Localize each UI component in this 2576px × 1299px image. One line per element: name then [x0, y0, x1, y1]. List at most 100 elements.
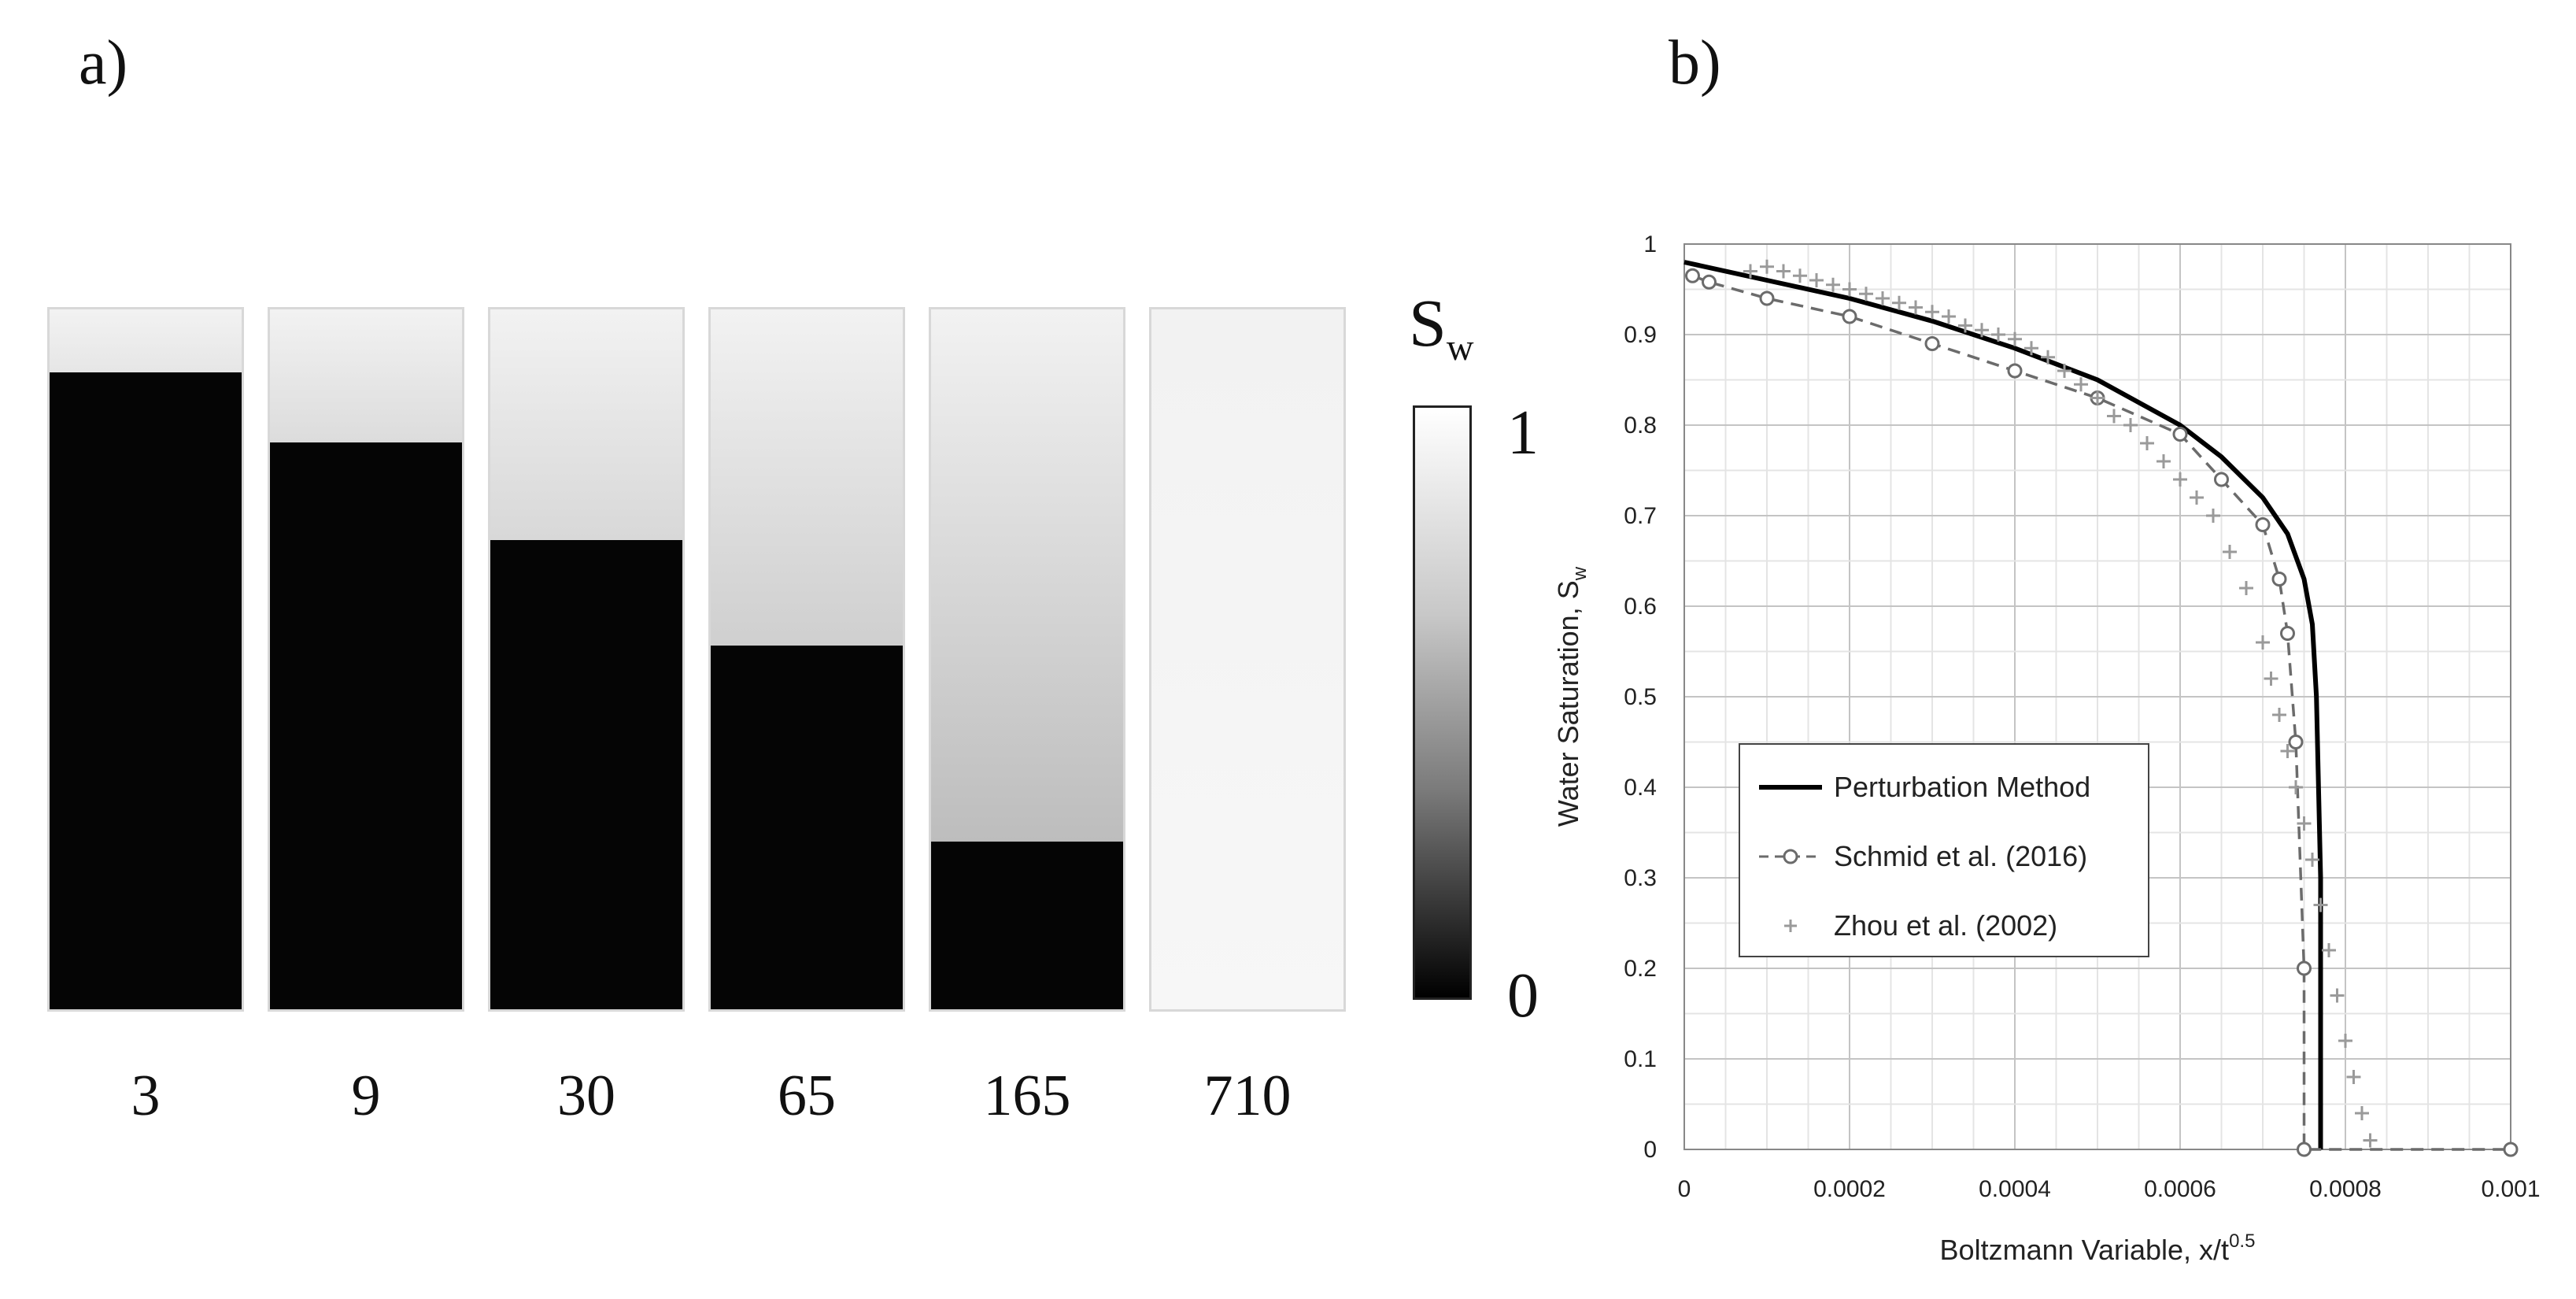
colorbar-subscript: w — [1446, 327, 1474, 369]
data-point — [1876, 291, 1890, 305]
legend-item: Perturbation Method — [1759, 771, 2090, 803]
x-tick-label: 0.001 — [2481, 1176, 2540, 1202]
colorbar-min-label: 0 — [1507, 961, 1539, 1031]
wetted-zone — [711, 309, 903, 646]
data-point — [1958, 318, 1972, 333]
data-point — [2271, 572, 2287, 587]
data-point — [2297, 960, 2312, 976]
data-point — [2280, 744, 2295, 758]
y-axis-label-subscript: w — [1569, 566, 1591, 581]
data-point — [2503, 1142, 2519, 1157]
dry-zone — [50, 372, 242, 1009]
data-point — [2190, 490, 2204, 505]
data-point — [2123, 418, 2138, 432]
plot-frame — [1683, 243, 2511, 1150]
grid — [1683, 243, 2511, 1150]
data-point — [2313, 897, 2328, 912]
data-point — [2330, 988, 2345, 1003]
data-point — [2157, 454, 2171, 468]
data-point — [2256, 635, 2270, 650]
series-2 — [1685, 268, 2519, 1157]
y-tick-label: 1 — [1643, 231, 1657, 257]
panel-b-label: b) — [1669, 28, 1721, 98]
panel-a-label: a) — [79, 28, 128, 98]
wetted-zone — [50, 309, 242, 372]
legend-item: Zhou et al. (2002) — [1784, 909, 2057, 942]
x-tick-label: 0.0002 — [1813, 1176, 1886, 1202]
data-point — [2172, 427, 2188, 442]
legend-item: Schmid et al. (2016) — [1759, 840, 2087, 872]
data-point — [1760, 259, 1774, 274]
data-point — [2289, 780, 2303, 794]
data-point — [2008, 331, 2022, 346]
legend-marker — [1783, 849, 1798, 864]
time-label-165: 165 — [983, 1064, 1071, 1128]
y-tick-label: 0.3 — [1624, 865, 1657, 891]
data-point — [2272, 708, 2286, 722]
saturation-column-165 — [929, 307, 1125, 1012]
panel-a: a) 3 9 30 65 165 710 Sw 1 0 — [47, 28, 1539, 1128]
y-tick-label: 0.8 — [1624, 413, 1657, 439]
data-point — [2297, 816, 2312, 831]
dry-zone — [490, 540, 682, 1009]
data-point — [2338, 1034, 2352, 1048]
wetted-zone — [931, 309, 1123, 842]
dry-zone — [931, 841, 1123, 1009]
saturation-chart: 0 0.0002 0.0004 0.0006 0.0008 0.001 0 0.1 0.2 0.3… — [1552, 231, 2541, 1266]
data-point — [1793, 268, 1807, 283]
legend-box — [1739, 743, 2149, 957]
time-label-710: 710 — [1203, 1064, 1292, 1128]
time-label-30: 30 — [557, 1064, 615, 1128]
legend: Perturbation Method Schmid et al. (2016) Z… — [1739, 743, 2149, 957]
series-3 — [1743, 259, 2378, 1148]
y-tick-label: 0.7 — [1624, 503, 1657, 529]
data-point — [2346, 1070, 2361, 1084]
data-point — [2297, 1142, 2312, 1157]
time-label-9: 9 — [351, 1064, 381, 1128]
time-label-65: 65 — [778, 1064, 836, 1128]
panel-b: b) 0 0.0002 0.0004 0.0006 0.0008 0.001 0 0.1 0.2… — [1535, 0, 2576, 1299]
data-point — [2107, 409, 2121, 424]
data-point — [2140, 436, 2154, 450]
data-point — [2057, 364, 2072, 378]
data-point — [2305, 853, 2319, 867]
data-point — [1702, 274, 1717, 290]
data-point — [1759, 291, 1775, 306]
data-point — [1942, 309, 1956, 324]
data-point — [1859, 287, 1873, 302]
saturation-column-65 — [708, 307, 905, 1012]
data-point — [1776, 264, 1791, 279]
y-axis-label: Water Saturation, Sw — [1552, 566, 1591, 827]
data-point — [1743, 264, 1757, 279]
x-tick-label: 0.0004 — [1979, 1176, 2051, 1202]
series-line — [1683, 260, 2323, 1149]
data-point — [1892, 295, 1906, 310]
data-point — [2280, 626, 2295, 641]
time-label-3: 3 — [131, 1064, 161, 1128]
data-point — [1826, 277, 1840, 292]
y-tick-label: 0.4 — [1624, 775, 1657, 801]
data-point — [2322, 943, 2336, 957]
data-point — [1685, 268, 1700, 283]
legend-marker — [1784, 920, 1797, 932]
data-point — [1991, 328, 2005, 342]
data-point — [2074, 377, 2088, 392]
colorbar-max-label: 1 — [1507, 398, 1539, 468]
data-point — [1909, 300, 1923, 315]
data-point — [1842, 282, 1857, 297]
wetted-zone — [490, 309, 682, 541]
data-point — [2363, 1133, 2378, 1148]
y-tick-label: 0.2 — [1624, 956, 1657, 982]
data-point — [2041, 350, 2055, 365]
data-point — [1925, 305, 1939, 320]
data-point — [2255, 517, 2271, 532]
y-tick-label: 0.1 — [1624, 1046, 1657, 1072]
x-tick-label: 0 — [1678, 1176, 1691, 1202]
y-tick-label: 0 — [1643, 1137, 1657, 1163]
series-line — [1691, 274, 2511, 1151]
x-tick-label: 0.0006 — [2144, 1176, 2216, 1202]
colorbar — [1413, 405, 1472, 1000]
legend-label: Schmid et al. (2016) — [1834, 840, 2087, 872]
data-point — [2288, 735, 2304, 749]
y-tick-label: 0.9 — [1624, 322, 1657, 348]
